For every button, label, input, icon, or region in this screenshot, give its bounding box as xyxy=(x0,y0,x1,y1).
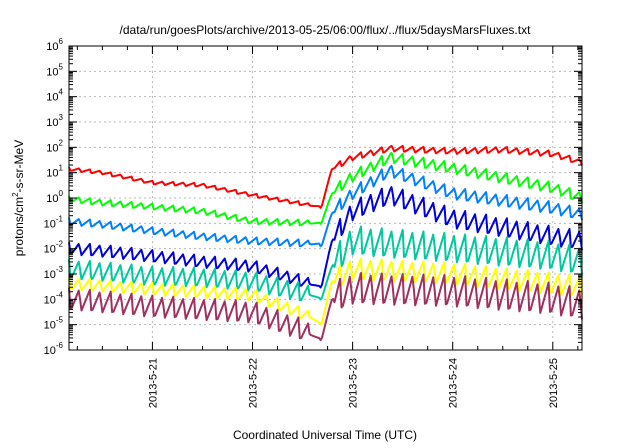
y-tick-label: 10-3 xyxy=(44,265,64,281)
y-axis-label-exp: 2 xyxy=(11,192,20,197)
y-tick-base: 10 xyxy=(44,345,56,357)
y-tick-exponent: 1 xyxy=(59,164,64,173)
x-tick-label: 2013-5-24 xyxy=(448,358,460,408)
series-line-1 xyxy=(68,144,583,209)
y-axis: 10-610-510-410-310-210-11001011021031041… xyxy=(44,37,582,357)
series-layer xyxy=(68,144,583,342)
y-tick-exponent: 3 xyxy=(59,113,64,122)
y-tick-base: 10 xyxy=(46,92,58,104)
y-tick-base: 10 xyxy=(46,142,58,154)
y-tick-base: 10 xyxy=(46,168,58,180)
x-tick-label: 2013-5-25 xyxy=(548,358,560,408)
y-tick-exponent: -1 xyxy=(56,214,64,223)
y-tick-label: 10-2 xyxy=(44,240,64,256)
y-tick-exponent: -6 xyxy=(56,341,64,350)
series-line-3 xyxy=(68,164,583,248)
y-tick-exponent: 0 xyxy=(59,189,64,198)
y-tick-label: 103 xyxy=(46,113,63,129)
series-line-2 xyxy=(68,151,583,227)
series-line-4 xyxy=(68,186,583,289)
y-tick-label: 104 xyxy=(46,88,63,104)
y-tick-label: 105 xyxy=(46,62,63,78)
y-axis-label-base: protons/cm xyxy=(12,197,26,256)
series-line-5 xyxy=(68,225,583,302)
y-tick-exponent: 4 xyxy=(59,88,64,97)
y-tick-base: 10 xyxy=(46,41,58,53)
y-tick-label: 101 xyxy=(46,164,63,180)
y-tick-exponent: 5 xyxy=(59,62,64,71)
y-tick-base: 10 xyxy=(44,294,56,306)
y-tick-exponent: -2 xyxy=(56,240,64,249)
y-tick-exponent: -3 xyxy=(56,265,64,274)
y-tick-base: 10 xyxy=(44,320,56,332)
y-tick-base: 10 xyxy=(44,244,56,256)
series-line-6 xyxy=(68,257,583,326)
y-tick-label: 10-6 xyxy=(44,341,64,357)
y-tick-exponent: 6 xyxy=(59,37,64,46)
y-tick-label: 10-4 xyxy=(44,290,64,306)
y-tick-label: 100 xyxy=(46,189,63,205)
x-tick-label: 2013-5-21 xyxy=(147,358,159,408)
y-axis-label: protons/cm2-s-sr-MeV xyxy=(11,140,26,256)
y-tick-base: 10 xyxy=(44,218,56,230)
y-tick-label: 10-5 xyxy=(44,316,64,332)
y-tick-base: 10 xyxy=(46,193,58,205)
y-tick-base: 10 xyxy=(46,117,58,129)
x-axis-label: Coordinated Universal Time (UTC) xyxy=(233,428,417,442)
y-axis-label-rest: -s-sr-MeV xyxy=(12,140,26,193)
y-tick-exponent: 2 xyxy=(59,138,64,147)
y-tick-base: 10 xyxy=(46,66,58,78)
y-tick-label: 10-1 xyxy=(44,214,64,230)
x-tick-label: 2013-5-22 xyxy=(248,358,260,408)
y-tick-base: 10 xyxy=(44,269,56,281)
series-line-7 xyxy=(68,272,583,342)
y-tick-exponent: -5 xyxy=(56,316,64,325)
y-tick-exponent: -4 xyxy=(56,290,64,299)
y-tick-label: 102 xyxy=(46,138,63,154)
y-tick-label: 106 xyxy=(46,37,63,53)
x-axis: 2013-5-21 2013-5-22 2013-5-23 2013-5-24 2013… xyxy=(76,46,579,408)
chart-title: /data/run/goesPlots/archive/2013-05-25/0… xyxy=(120,23,532,37)
x-tick-label: 2013-5-23 xyxy=(348,358,360,408)
grid xyxy=(69,46,582,350)
